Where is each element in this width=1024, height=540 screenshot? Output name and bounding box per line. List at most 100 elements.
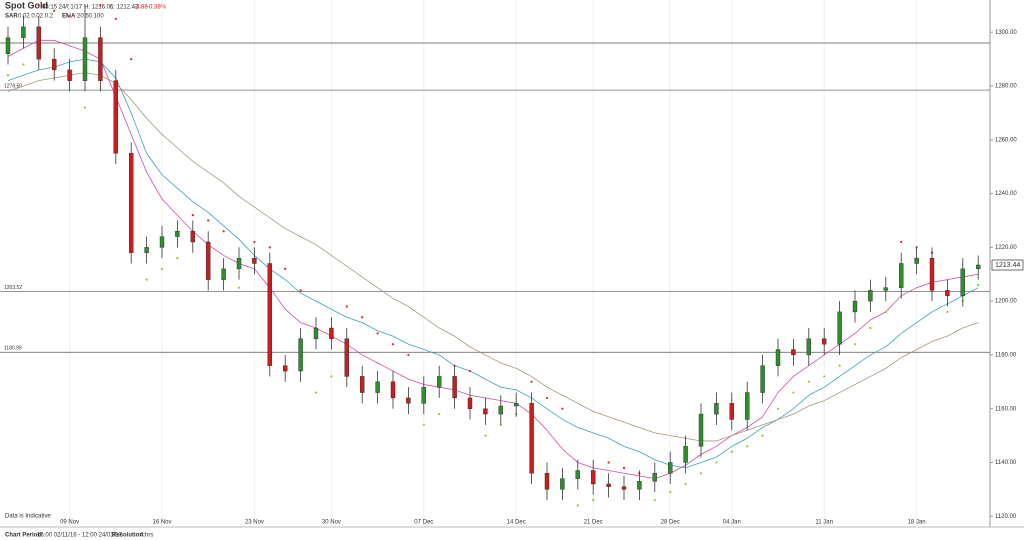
sar-dot xyxy=(561,407,564,410)
candle-body xyxy=(899,263,904,288)
sar-dot xyxy=(869,326,872,330)
sar-dot xyxy=(530,380,533,383)
sar-dot xyxy=(684,482,687,486)
low-label: L: 1212.42 xyxy=(110,5,139,11)
candle-body xyxy=(852,300,858,313)
x-tick-label: 14 Dec xyxy=(507,520,526,526)
candle-body xyxy=(360,376,365,393)
y-tick-label: 1240.00 xyxy=(995,191,1017,197)
candle-body xyxy=(698,413,704,447)
candle-body xyxy=(822,338,827,345)
candle-body xyxy=(175,231,180,237)
candle-body xyxy=(483,408,488,415)
candle-body xyxy=(375,381,380,393)
y-tick-label: 1280.00 xyxy=(995,84,1017,90)
sar-dot xyxy=(53,9,56,12)
candle-body xyxy=(437,376,442,388)
y-tick-label: 1200.00 xyxy=(995,299,1017,305)
y-tick-label: 1220.00 xyxy=(995,245,1017,251)
note: Data is Indicative xyxy=(5,514,51,520)
sar-dot xyxy=(207,219,210,222)
price-label: 1213.44 xyxy=(995,262,1020,269)
sar-dot xyxy=(330,375,333,378)
sar-dot xyxy=(807,380,810,383)
sar-dot xyxy=(468,369,472,373)
candle-body xyxy=(560,478,565,490)
y-tick-label: 1140.00 xyxy=(995,460,1017,466)
candle-body xyxy=(544,473,550,490)
sar-dot xyxy=(730,450,733,453)
change-pct: -0.38% xyxy=(147,5,167,11)
sar-dot xyxy=(361,316,364,319)
sar-dot xyxy=(299,289,302,292)
sar-dot xyxy=(176,257,179,260)
candle-body xyxy=(791,349,796,356)
sar-dot xyxy=(545,396,549,400)
level-label: 1180.99 xyxy=(4,346,22,352)
sar-dot xyxy=(715,461,718,464)
candle-body xyxy=(760,365,765,393)
sar-dot xyxy=(977,283,980,287)
candle-body xyxy=(960,268,965,296)
sar-dot xyxy=(391,343,395,346)
x-tick-label: 09 Nov xyxy=(60,520,79,526)
sar-dot xyxy=(160,267,164,270)
candle-body xyxy=(390,381,396,399)
y-tick-label: 1160.00 xyxy=(995,406,1017,412)
sar-dot xyxy=(83,106,87,109)
candle-body xyxy=(406,397,411,404)
sar-dot xyxy=(191,214,194,217)
resolution: 4 hrs xyxy=(140,533,153,539)
sar-dot xyxy=(823,375,826,378)
sar-dot xyxy=(607,461,610,464)
candle-body xyxy=(606,483,611,487)
x-tick-label: 28 Dec xyxy=(661,520,680,526)
sar-dot xyxy=(622,466,626,469)
candle-body xyxy=(128,153,134,253)
candle-body xyxy=(113,80,119,154)
candle-body xyxy=(591,470,596,485)
candle-body xyxy=(452,376,457,399)
candle-body xyxy=(652,473,657,482)
resolution-label: Resolution: xyxy=(112,533,145,539)
sar-dot xyxy=(22,63,25,66)
candle-body xyxy=(806,338,811,356)
sar-dot xyxy=(746,445,749,448)
candle-body xyxy=(514,403,519,407)
candle-body xyxy=(190,231,196,243)
x-tick-label: 18 Jan xyxy=(908,520,926,526)
sar-dot xyxy=(99,4,102,7)
sar-dot xyxy=(345,305,348,308)
y-tick-label: 1300.00 xyxy=(995,30,1017,36)
candle-body xyxy=(976,264,981,270)
sar-dot xyxy=(653,499,656,502)
candle-body xyxy=(329,327,334,339)
sar-dot xyxy=(253,240,256,244)
sar-dot xyxy=(484,434,487,437)
indicator-params: 0.02 0.02 0.2 xyxy=(18,14,54,20)
sar-dot xyxy=(592,499,595,502)
candle-body xyxy=(221,268,226,280)
sar-dot xyxy=(576,504,579,507)
ema-line xyxy=(7,58,979,469)
sar-dot xyxy=(268,246,271,249)
x-tick-label: 04 Jan xyxy=(723,520,741,526)
chart-title: Spot Gold xyxy=(5,0,48,10)
level-label: 1203.52 xyxy=(4,285,22,291)
ema-line xyxy=(7,72,979,442)
sar-dot xyxy=(237,286,241,289)
candle-body xyxy=(144,247,149,253)
candle-body xyxy=(883,287,888,291)
sar-dot xyxy=(699,472,703,475)
candle-body xyxy=(529,403,534,474)
candle-body xyxy=(683,446,688,463)
candle-body xyxy=(344,338,349,377)
candle-body xyxy=(868,290,873,302)
candle-body xyxy=(313,327,319,339)
x-tick-label: 07 Dec xyxy=(414,520,433,526)
period-label: Chart Period: xyxy=(5,533,43,539)
change: -4.88 xyxy=(134,5,148,11)
sar-dot xyxy=(130,58,133,61)
level-label: 1278.50 xyxy=(4,83,22,89)
